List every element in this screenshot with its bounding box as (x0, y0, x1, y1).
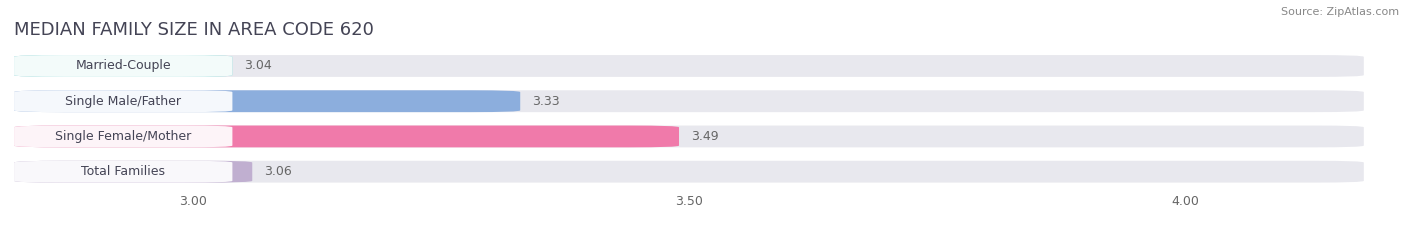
Text: 3.49: 3.49 (690, 130, 718, 143)
Text: Source: ZipAtlas.com: Source: ZipAtlas.com (1281, 7, 1399, 17)
FancyBboxPatch shape (14, 126, 679, 147)
Text: Single Female/Mother: Single Female/Mother (55, 130, 191, 143)
FancyBboxPatch shape (14, 90, 520, 112)
Text: Single Male/Father: Single Male/Father (65, 95, 181, 108)
FancyBboxPatch shape (14, 161, 1364, 183)
Text: Total Families: Total Families (82, 165, 166, 178)
FancyBboxPatch shape (14, 161, 232, 183)
Text: 3.06: 3.06 (264, 165, 292, 178)
Text: Married-Couple: Married-Couple (76, 59, 172, 72)
FancyBboxPatch shape (14, 55, 232, 77)
FancyBboxPatch shape (14, 55, 232, 77)
FancyBboxPatch shape (14, 126, 1364, 147)
FancyBboxPatch shape (14, 90, 1364, 112)
FancyBboxPatch shape (14, 126, 232, 147)
FancyBboxPatch shape (14, 90, 232, 112)
FancyBboxPatch shape (14, 55, 1364, 77)
Text: 3.04: 3.04 (245, 59, 273, 72)
Text: 3.33: 3.33 (531, 95, 560, 108)
FancyBboxPatch shape (14, 161, 252, 183)
Text: MEDIAN FAMILY SIZE IN AREA CODE 620: MEDIAN FAMILY SIZE IN AREA CODE 620 (14, 21, 374, 39)
